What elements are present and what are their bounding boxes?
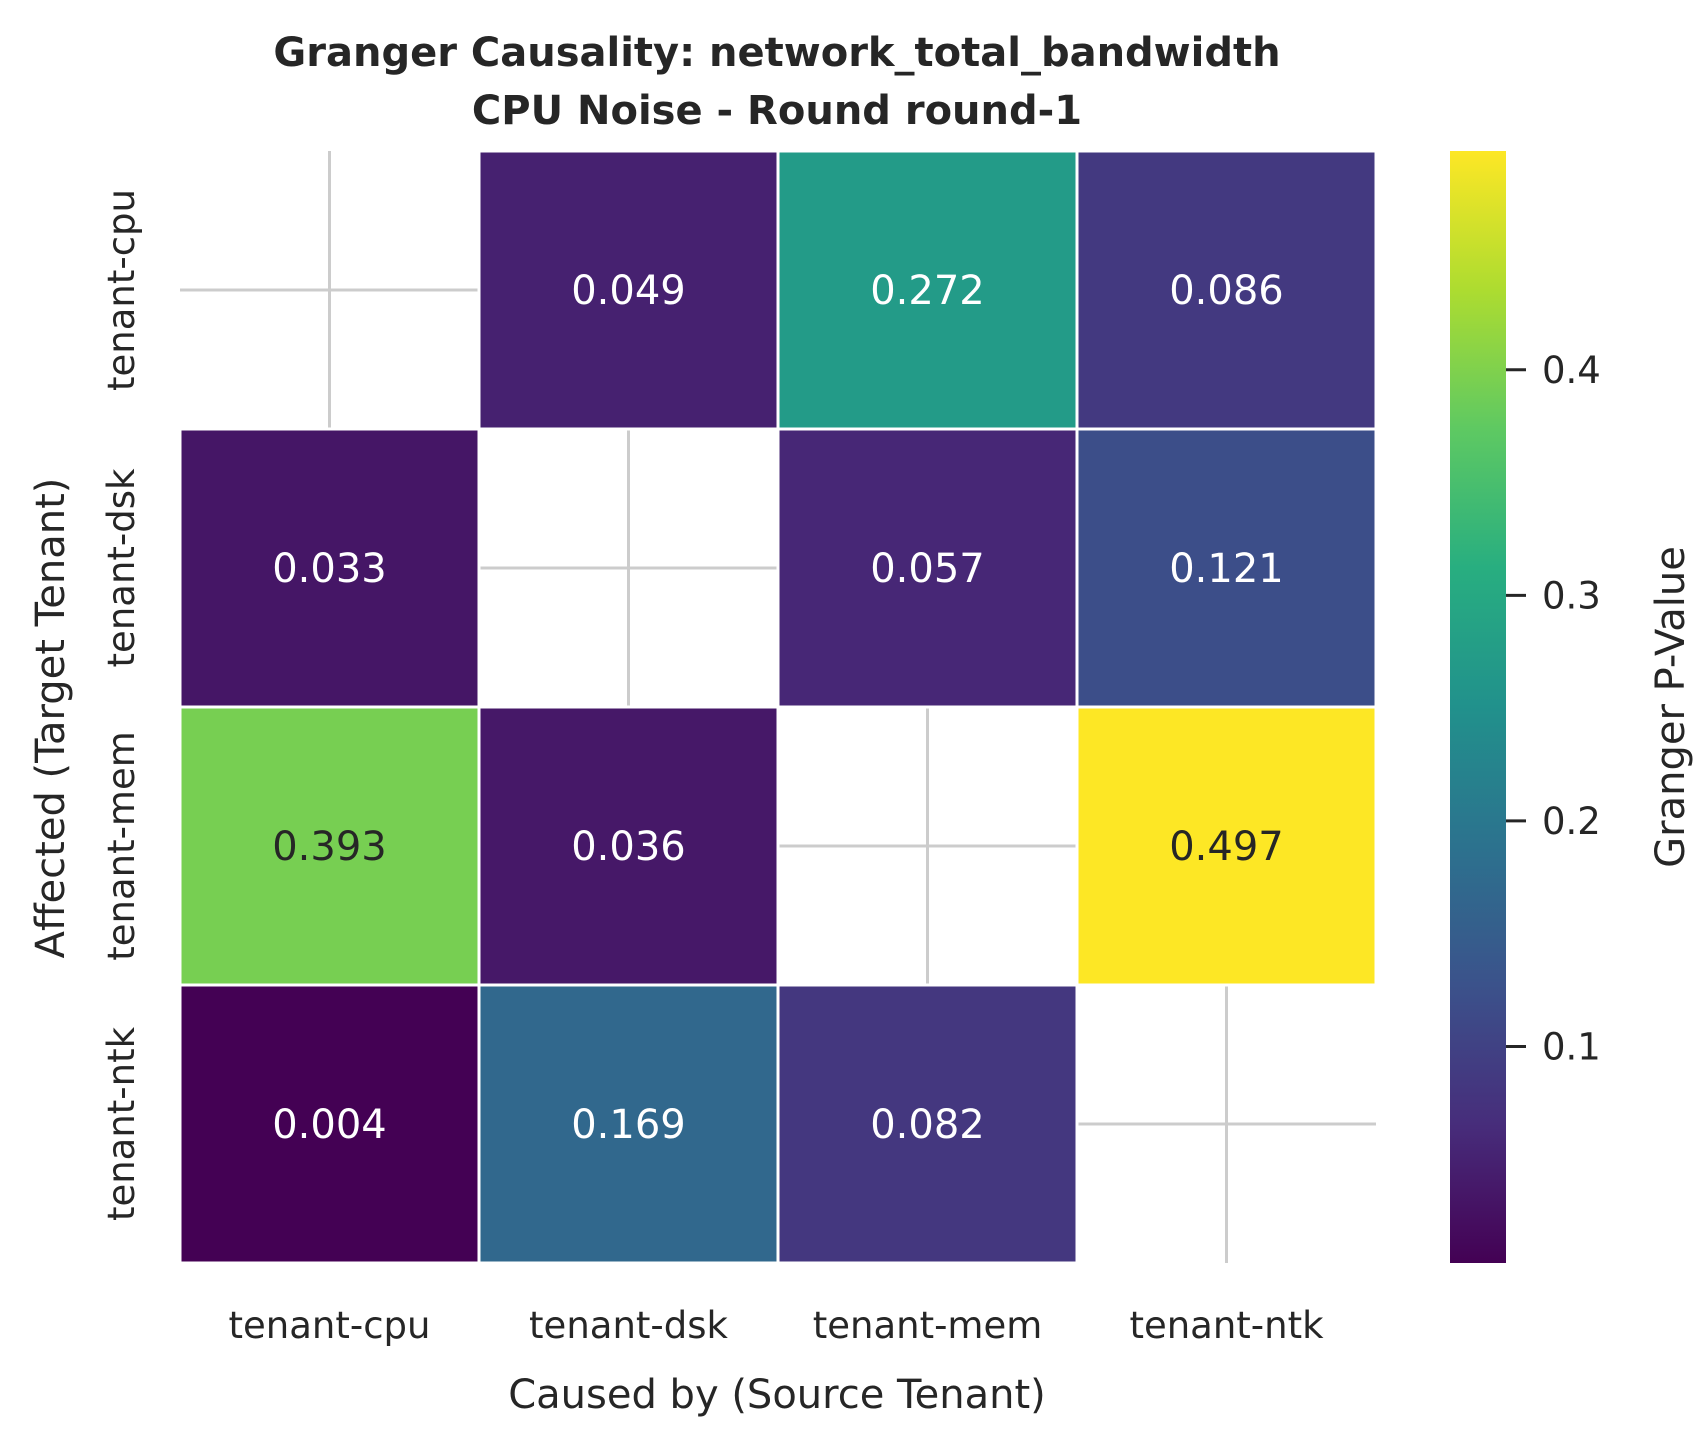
colorbar-label: Granger P-Value: [1648, 546, 1694, 868]
heatmap-cell: [477, 149, 780, 431]
cell-value-label: 0.049: [571, 268, 686, 314]
cell-value-label: 0.004: [272, 1102, 387, 1148]
heatmap-cell: [178, 705, 481, 987]
colorbar-tick-label: 0.4: [1542, 349, 1601, 392]
y-tick-label: tenant-mem: [100, 731, 143, 961]
chart-title-line-2: CPU Noise - Round round-1: [472, 88, 1082, 134]
y-axis-label: Affected (Target Tenant): [28, 478, 74, 959]
y-tick-label: tenant-cpu: [100, 189, 143, 391]
heatmap-cell: [477, 983, 780, 1265]
x-tick-label: tenant-dsk: [529, 1304, 728, 1347]
x-tick-label: tenant-ntk: [1129, 1304, 1324, 1347]
heatmap-cell: [477, 705, 780, 987]
x-tick-label: tenant-cpu: [229, 1304, 431, 1347]
colorbar-tick-label: 0.1: [1542, 1025, 1601, 1068]
heatmap-cells: 0.049 0.272 0.086 0.033 0.057 0.121 0.393 0.036…: [178, 149, 1378, 1265]
heatmap-cell: [776, 149, 1079, 431]
cell-value-label: 0.086: [1169, 268, 1284, 314]
heatmap-cell: [178, 427, 481, 709]
chart-title-line-1: Granger Causality: network_total_bandwid…: [273, 30, 1280, 76]
colorbar-tick-label: 0.3: [1542, 574, 1601, 617]
heatmap-cell: [776, 983, 1079, 1265]
colorbar-ticks: 0.1 0.2 0.3 0.4: [1506, 349, 1601, 1068]
cell-value-label: 0.393: [272, 824, 387, 870]
cell-value-label: 0.121: [1169, 546, 1284, 592]
x-tick-label: tenant-mem: [813, 1304, 1043, 1347]
heatmap-cell: [1075, 149, 1378, 431]
x-tick-labels: tenant-cpu tenant-dsk tenant-mem tenant-ntk: [229, 1304, 1325, 1347]
cell-value-label: 0.036: [571, 824, 686, 870]
cell-value-label: 0.033: [272, 546, 387, 592]
heatmap-cell: [1075, 427, 1378, 709]
cell-value-label: 0.272: [870, 268, 985, 314]
colorbar-tick-label: 0.2: [1542, 800, 1601, 843]
y-tick-label: tenant-dsk: [100, 468, 143, 667]
heatmap-cell: [1075, 705, 1378, 987]
cell-value-label: 0.057: [870, 546, 985, 592]
cell-value-label: 0.169: [571, 1102, 686, 1148]
y-tick-labels: tenant-cpu tenant-dsk tenant-mem tenant-ntk: [100, 189, 143, 1221]
colorbar: [1450, 151, 1506, 1263]
x-axis-label: Caused by (Source Tenant): [508, 1372, 1046, 1418]
y-tick-label: tenant-ntk: [100, 1026, 143, 1221]
cell-value-label: 0.497: [1169, 824, 1284, 870]
cell-value-label: 0.082: [870, 1102, 985, 1148]
